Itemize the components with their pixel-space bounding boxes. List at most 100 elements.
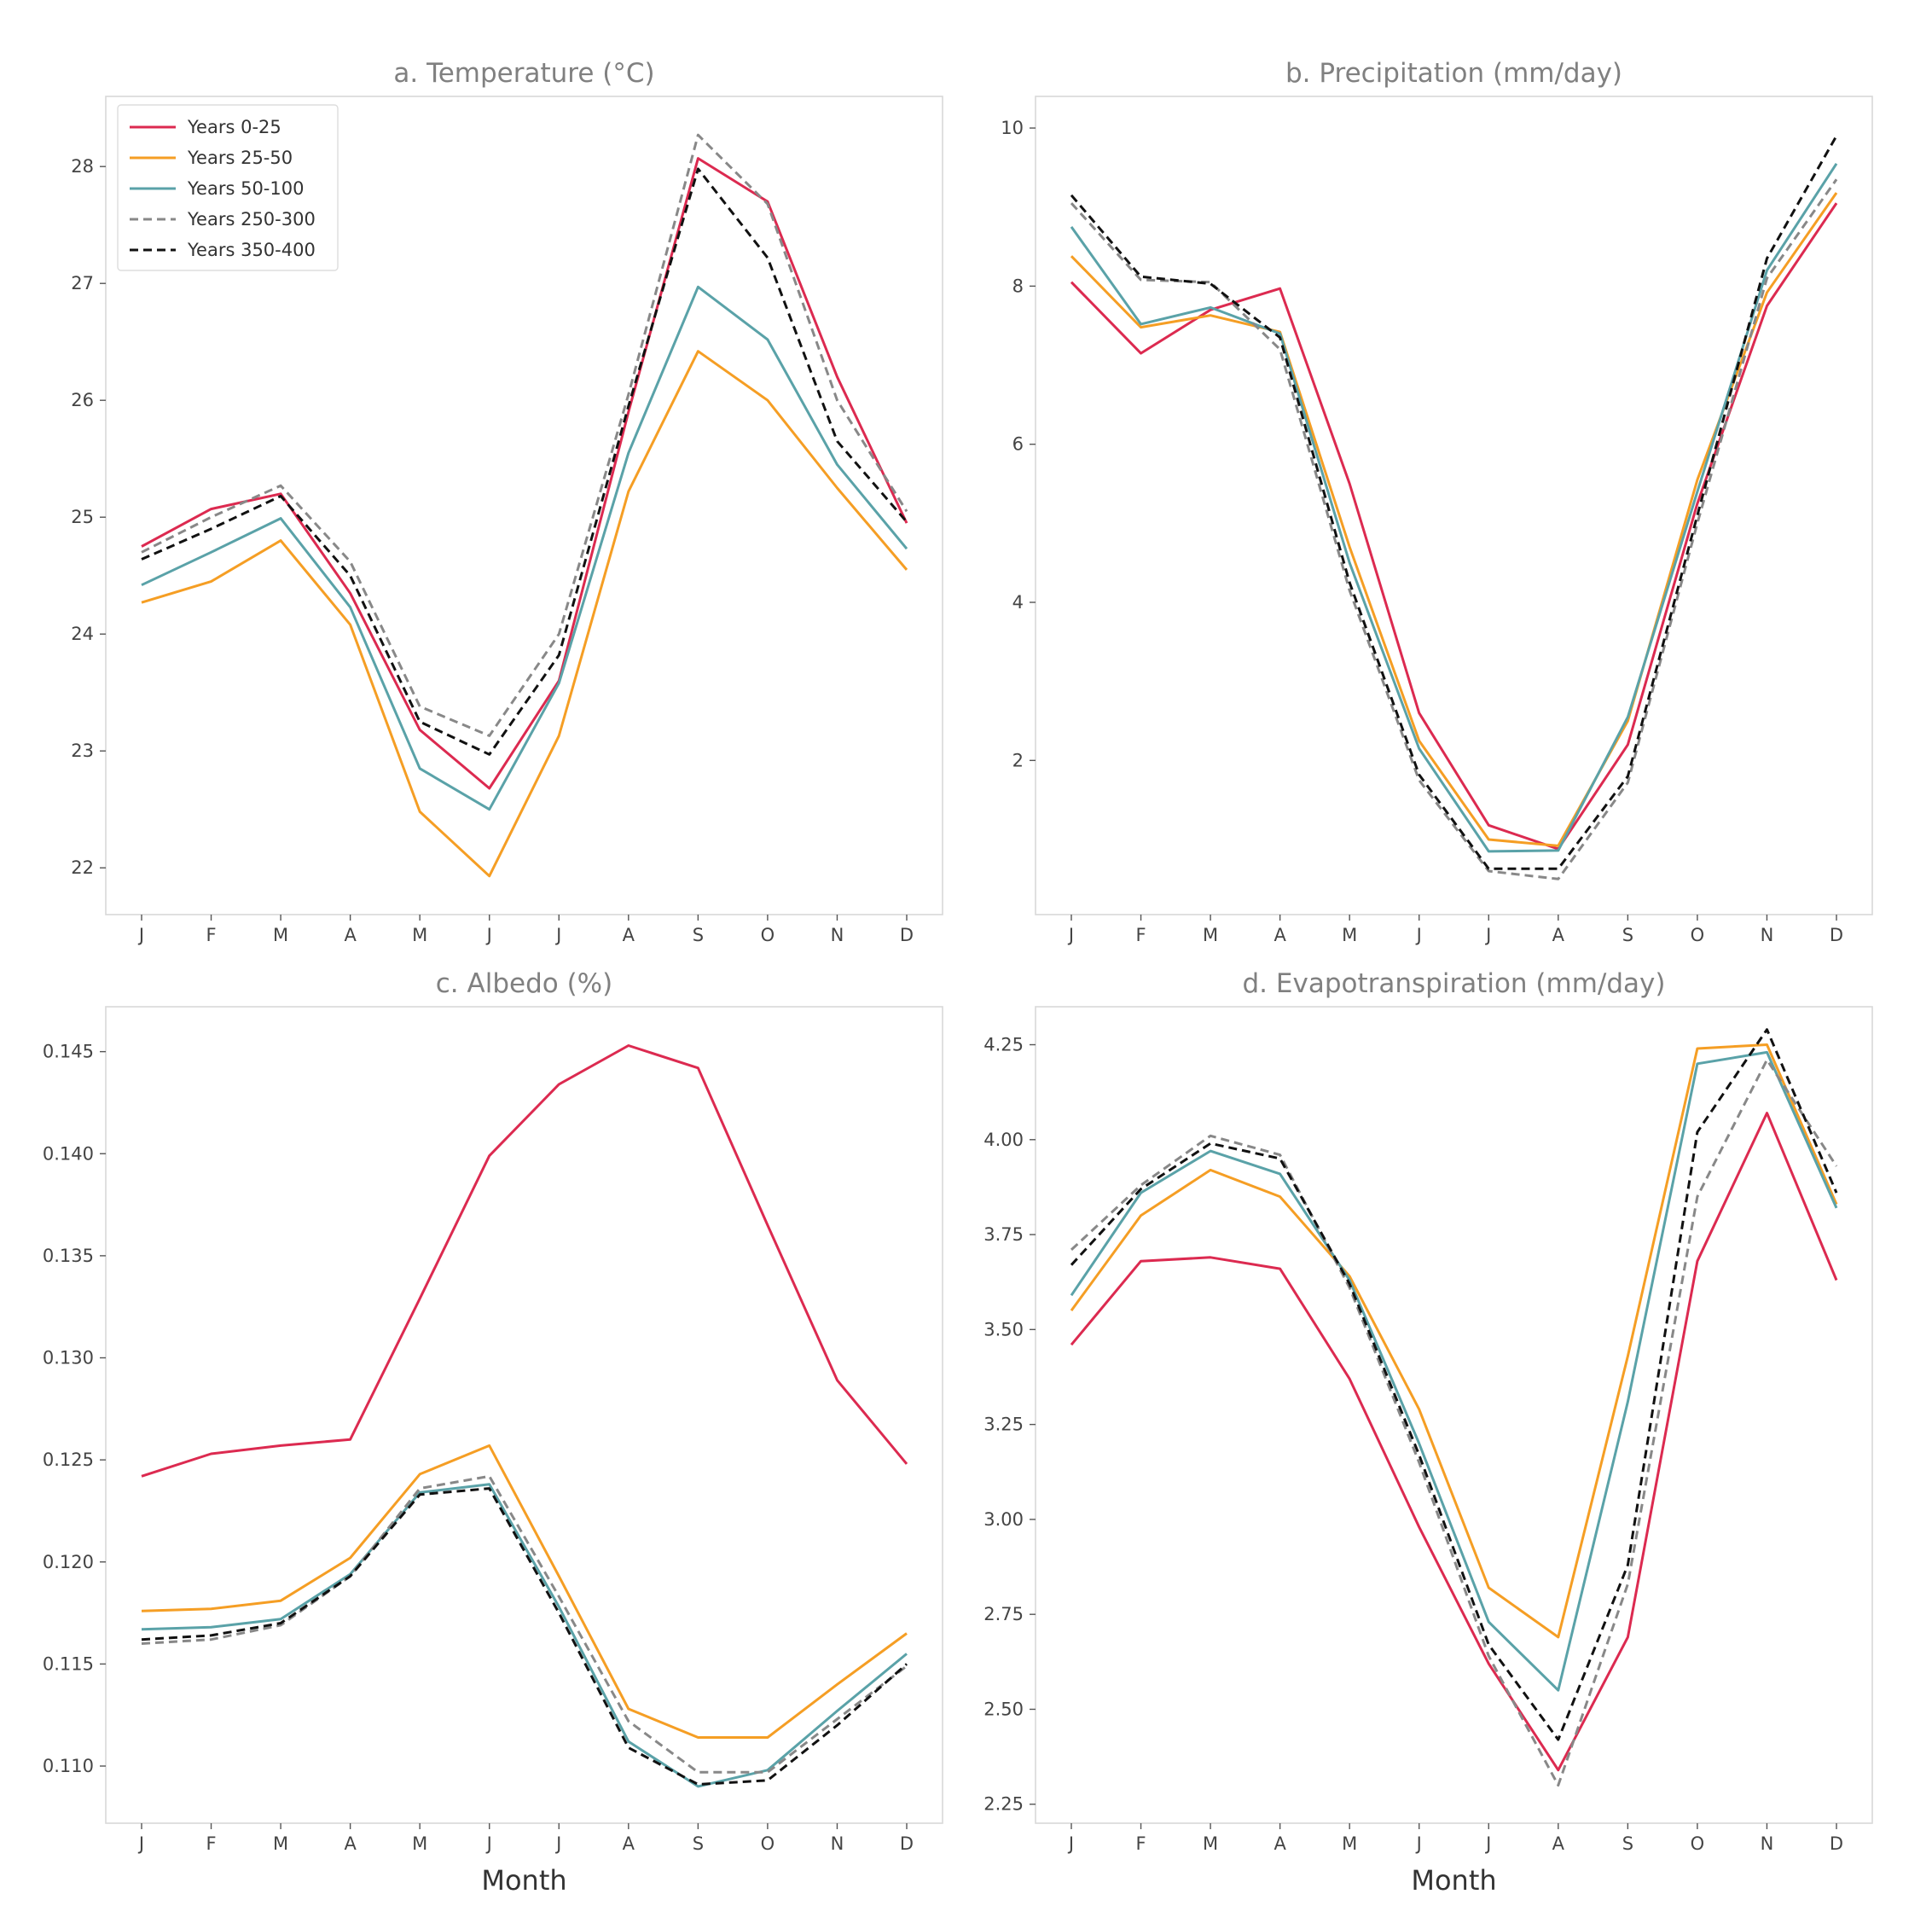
x-tick-label: M	[1203, 1833, 1218, 1854]
x-tick-label: D	[1830, 1833, 1843, 1854]
x-tick-label: A	[1273, 925, 1286, 945]
x-tick-label: J	[1484, 925, 1491, 945]
x-tick-label: A	[1552, 1833, 1565, 1854]
x-tick-label: N	[1761, 925, 1774, 945]
legend-label: Years 350-400	[187, 240, 316, 260]
series-line-years-50-100	[1070, 1050, 1838, 1692]
x-tick-label: M	[412, 925, 427, 945]
x-tick-label: S	[693, 925, 704, 945]
chart-title: c. Albedo (%)	[436, 968, 612, 999]
plot-frame	[105, 1006, 943, 1824]
x-tick-label: M	[273, 925, 288, 945]
x-tick-label: D	[900, 925, 914, 945]
series-line-years-50-100	[141, 1483, 908, 1788]
series-line-years-0-25	[141, 157, 908, 790]
panel-b: b. Precipitation (mm/day) 2 4 6 8 10 J F M A M J J A S…	[1001, 58, 1873, 945]
x-tick-label: M	[412, 1833, 427, 1854]
series-line-years-250-300	[141, 133, 908, 737]
x-tick-label: A	[1552, 925, 1565, 945]
y-tick-label: 3.25	[983, 1415, 1024, 1435]
x-tick-label: J	[485, 1833, 492, 1854]
series-line-years-25-50	[141, 1444, 908, 1739]
y-tick-label: 4	[1012, 592, 1024, 613]
series-line-years-350-400	[141, 167, 908, 756]
y-tick-label: 0.125	[43, 1450, 94, 1470]
series-line-years-250-300	[1070, 178, 1838, 880]
series-line-years-50-100	[1070, 162, 1838, 853]
panel-c: c. Albedo (%) 0.110 0.115 0.120 0.125 0.130 0.…	[43, 968, 943, 1897]
legend-label: Years 25-50	[187, 148, 293, 168]
chart-title: a. Temperature (°C)	[393, 58, 654, 89]
y-tick-label: 28	[71, 156, 94, 177]
panel-d: d. Evapotranspiration (mm/day) 2.25 2.50 2.…	[983, 968, 1873, 1897]
series-line-years-25-50	[1070, 1043, 1838, 1639]
legend: Years 0-25 Years 25-50 Years 50-100 Years 2…	[117, 104, 339, 271]
x-tick-label: A	[623, 925, 635, 945]
legend-box	[117, 104, 339, 271]
x-tick-label: M	[1342, 1833, 1357, 1854]
chart-title: d. Evapotranspiration (mm/day)	[1243, 968, 1666, 999]
series-line-years-0-25	[1070, 1112, 1838, 1772]
y-tick-label: 27	[71, 273, 94, 293]
legend-label: Years 50-100	[187, 178, 304, 199]
series-line-years-250-300	[141, 1474, 908, 1774]
x-tick-label: F	[1135, 1833, 1146, 1854]
y-tick-label: 0.130	[43, 1348, 94, 1368]
y-tick-label: 0.135	[43, 1246, 94, 1266]
x-axis-label: Month	[1411, 1864, 1496, 1897]
y-tick-label: 2.25	[983, 1794, 1024, 1815]
x-tick-label: S	[1622, 1833, 1633, 1854]
x-tick-label: M	[273, 1833, 288, 1854]
y-tick-label: 0.140	[43, 1143, 94, 1164]
y-tick-label: 0.110	[43, 1756, 94, 1776]
y-tick-label: 25	[71, 507, 94, 527]
y-tick-label: 2.75	[983, 1604, 1024, 1624]
y-tick-label: 2	[1012, 750, 1024, 770]
series-line-years-250-300	[1070, 1058, 1838, 1787]
y-tick-label: 3.00	[983, 1509, 1024, 1530]
y-tick-label: 2.50	[983, 1699, 1024, 1719]
x-tick-label: F	[206, 1833, 216, 1854]
x-tick-label: J	[485, 925, 492, 945]
x-tick-label: A	[344, 925, 357, 945]
x-tick-label: D	[900, 1833, 914, 1854]
x-tick-label: O	[1691, 1833, 1705, 1854]
series-line-years-350-400	[1070, 1028, 1838, 1741]
x-tick-label: A	[623, 1833, 635, 1854]
y-tick-label: 0.120	[43, 1552, 94, 1572]
plot-frame	[1035, 96, 1873, 915]
y-tick-label: 3.75	[983, 1224, 1024, 1245]
x-tick-label: J	[137, 925, 144, 945]
y-tick-label: 26	[71, 390, 94, 410]
legend-label: Years 250-300	[187, 209, 316, 230]
x-tick-label: N	[1761, 1833, 1774, 1854]
y-tick-label: 24	[71, 624, 94, 644]
x-tick-label: A	[344, 1833, 357, 1854]
x-tick-label: S	[1622, 925, 1633, 945]
x-tick-label: J	[1067, 1833, 1074, 1854]
x-tick-label: J	[137, 1833, 144, 1854]
x-tick-label: J	[1484, 1833, 1491, 1854]
series-line-years-25-50	[1070, 192, 1838, 847]
x-tick-label: J	[1067, 925, 1074, 945]
series-line-years-0-25	[141, 1044, 908, 1478]
x-tick-label: D	[1830, 925, 1843, 945]
x-tick-label: J	[554, 1833, 561, 1854]
x-tick-label: A	[1273, 1833, 1286, 1854]
x-tick-label: J	[554, 925, 561, 945]
chart-title: b. Precipitation (mm/day)	[1285, 58, 1622, 89]
x-tick-label: J	[1415, 925, 1422, 945]
series-line-years-350-400	[141, 1487, 908, 1786]
x-tick-label: N	[831, 925, 844, 945]
x-tick-label: S	[693, 1833, 704, 1854]
x-tick-label: F	[206, 925, 216, 945]
x-tick-label: J	[1415, 1833, 1422, 1854]
x-tick-label: O	[1691, 925, 1705, 945]
y-tick-label: 6	[1012, 434, 1024, 455]
y-tick-label: 4.25	[983, 1035, 1024, 1055]
y-tick-label: 8	[1012, 276, 1024, 296]
panel-a: a. Temperature (°C) 22 23 24 25 26 27 28 J F M A M J J…	[71, 58, 943, 945]
x-tick-label: O	[761, 925, 775, 945]
y-tick-label: 3.50	[983, 1319, 1024, 1339]
